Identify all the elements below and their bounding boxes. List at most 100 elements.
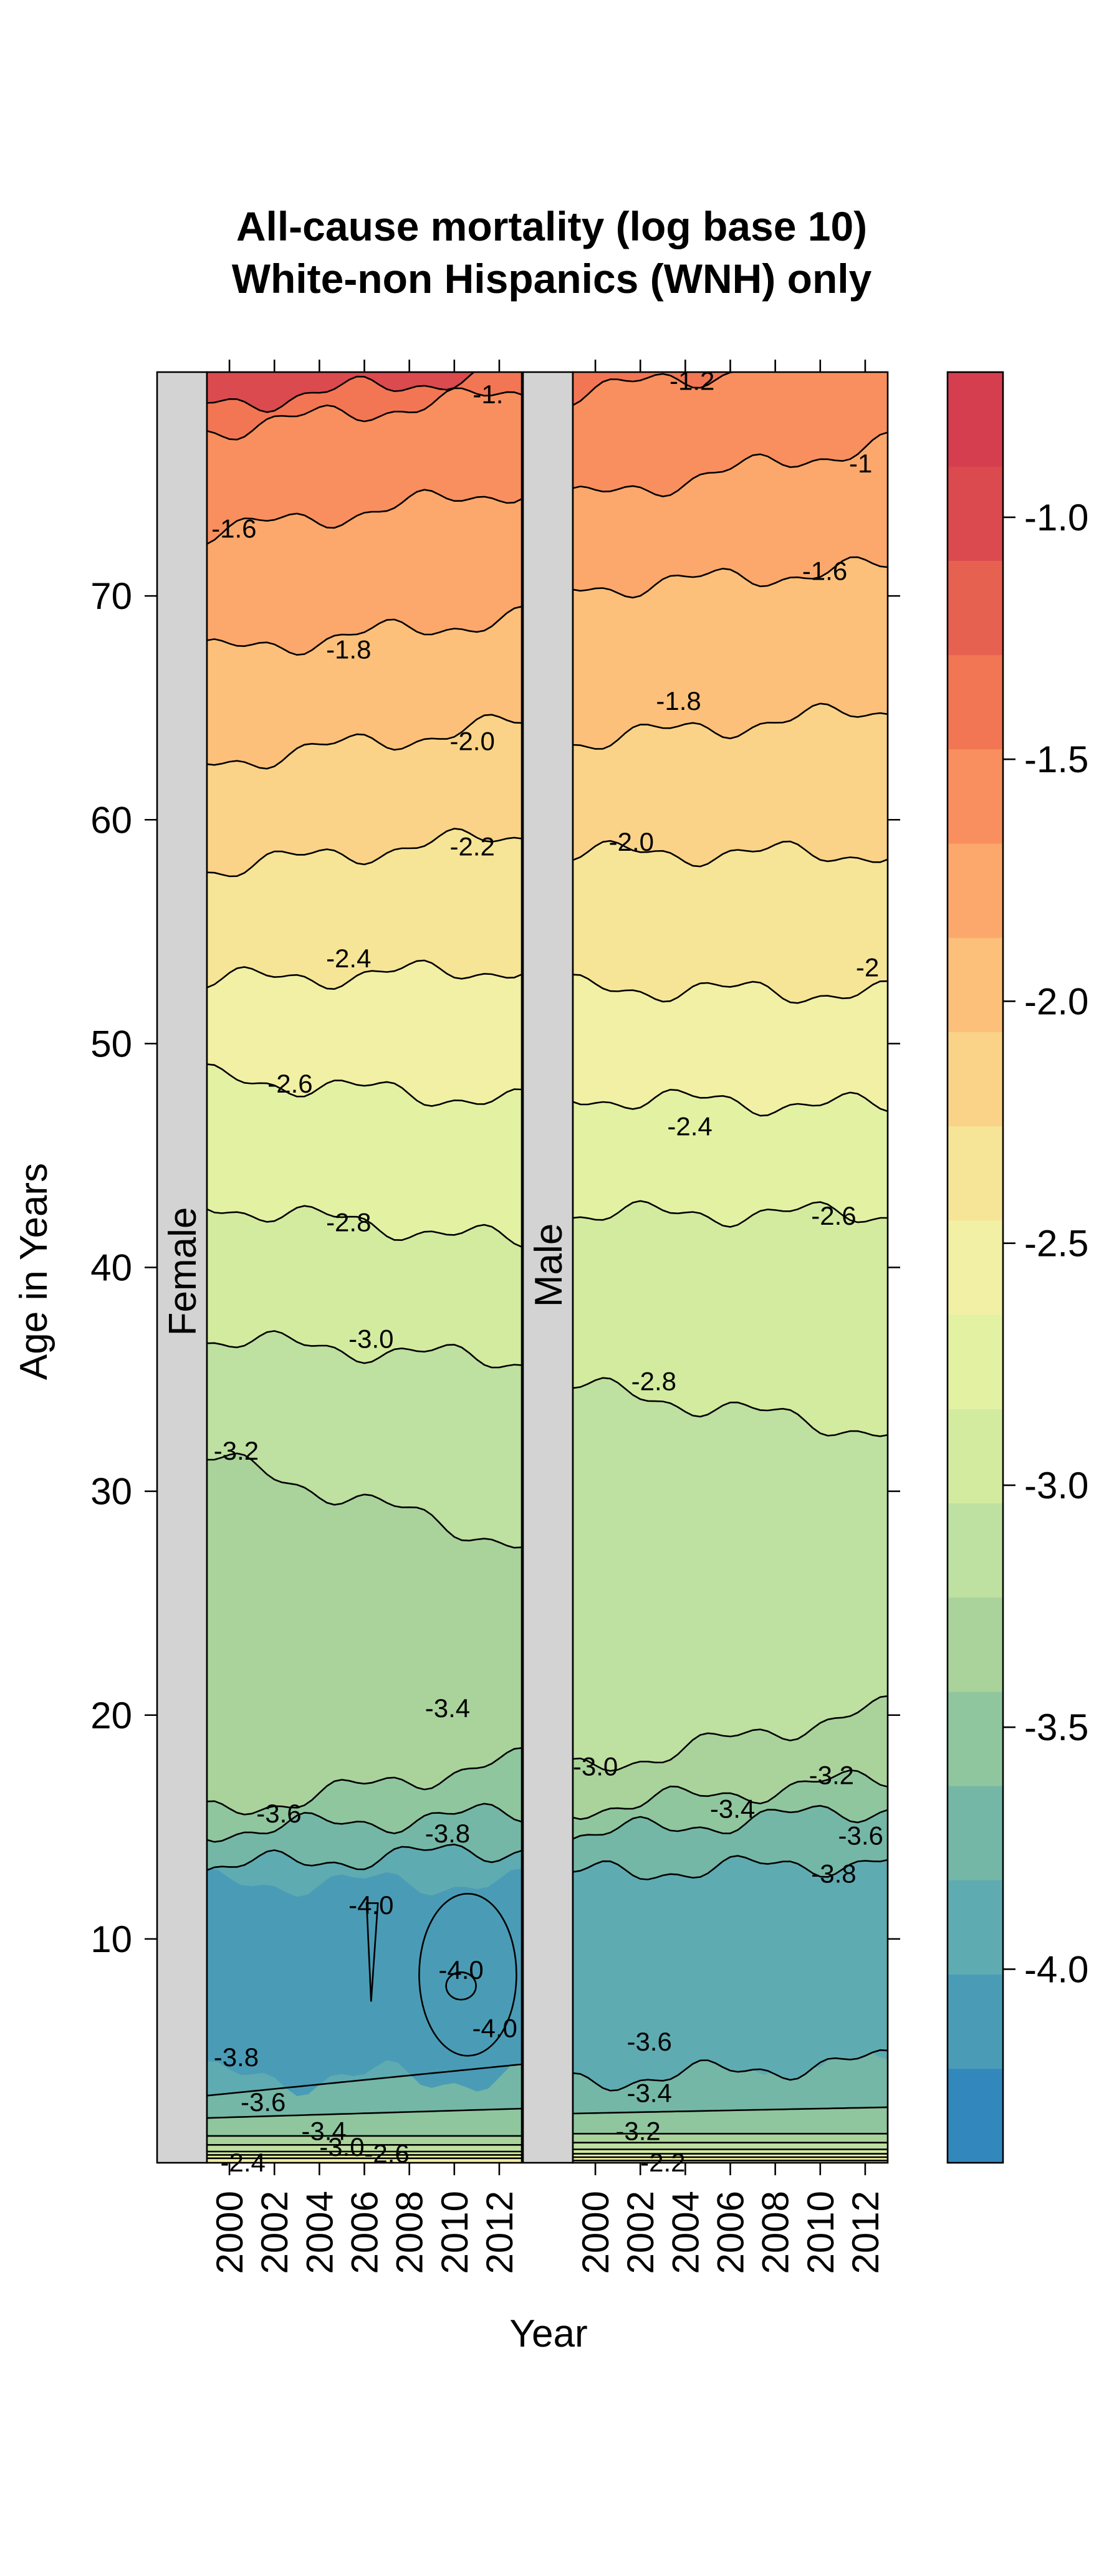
color-key-swatch [948, 1597, 1003, 1692]
color-key-swatch [948, 1974, 1003, 2069]
contour-line [573, 702, 888, 750]
contour-line [207, 372, 476, 413]
contour-line [573, 431, 888, 497]
color-key-label: -2.0 [1024, 980, 1088, 1022]
contour-label: -2.0 [609, 827, 654, 856]
strip-female [156, 371, 208, 2164]
contour-line [418, 1893, 517, 2057]
contour-label: -3.6 [256, 1799, 301, 1828]
contour-label: -3.6 [626, 2027, 671, 2056]
contour-label: -2.6 [364, 2139, 409, 2168]
contour-lines [207, 372, 522, 2160]
contour-label: -3.6 [838, 1821, 883, 1851]
contour-line [573, 1855, 888, 1880]
chart-panels: Female -1. -1.6 -1.8 -2.0 -2.2 -2.4 -2.6 -2.8 -3.… [156, 366, 900, 2177]
contour-line [573, 1200, 888, 1228]
color-key-swatch [948, 466, 1003, 561]
x-tick-label: 2006 [710, 2191, 752, 2274]
x-tick-label: 2002 [254, 2191, 295, 2274]
contour-line [365, 1902, 379, 2002]
color-key-swatch [948, 749, 1003, 844]
color-key-swatch [948, 654, 1003, 750]
y-axis: 10 20 30 40 50 60 70 [90, 575, 157, 1960]
strip-label: Male [527, 1223, 570, 1307]
contour-line [207, 1843, 522, 1871]
x-tick-label: 2008 [755, 2191, 797, 2274]
contour-line [207, 489, 522, 545]
contour-line [573, 556, 888, 599]
color-key-swatch [948, 1786, 1003, 1880]
color-key-swatch [948, 1503, 1003, 1598]
contour-label: -1. [473, 380, 503, 409]
contour-line [207, 1330, 522, 1369]
contour-line [573, 840, 888, 868]
x-tick-label: 2004 [299, 2191, 340, 2274]
contour-label: -3.0 [348, 1324, 393, 1353]
contour-label: -2.2 [449, 831, 494, 861]
color-key-swatch [948, 1032, 1003, 1127]
contour-label: -3.4 [710, 1794, 755, 1824]
contour-label: -3.4 [425, 1693, 470, 1723]
contour-line [207, 828, 522, 878]
color-key-swatch [948, 937, 1003, 1032]
color-key-swatch [948, 1126, 1003, 1221]
x-axis-label: Year [509, 2312, 587, 2355]
filled-contours [573, 372, 888, 2163]
color-key-label: -4.0 [1024, 1948, 1088, 1990]
contour-line [207, 959, 522, 990]
contour-label: -3.4 [301, 2117, 346, 2146]
y-tick-label: 30 [90, 1471, 132, 1513]
contour-line [573, 1769, 888, 1821]
color-key-label: -2.5 [1024, 1223, 1088, 1265]
y-tick-label: 10 [90, 1918, 132, 1960]
color-key-swatch [948, 2068, 1003, 2163]
contour-line [207, 605, 522, 656]
contour-label: -3.2 [809, 1761, 854, 1790]
chart-title-line-1: All-cause mortality (log base 10) [236, 203, 867, 249]
contour-label: -2 [856, 952, 879, 982]
y-tick-label: 70 [90, 575, 132, 617]
contour-line [207, 1803, 522, 1843]
chart-title-line-2: White-non Hispanics (WNH) only [232, 256, 872, 302]
color-key-swatch [948, 1880, 1003, 1975]
contour-label: -1.8 [656, 686, 701, 716]
contour-label: -3.8 [214, 2042, 259, 2072]
contour-label: -3.8 [425, 1819, 470, 1848]
contour-line [445, 1971, 477, 2001]
contour-label: -4.0 [438, 1955, 483, 1985]
contour-label: -1.6 [802, 557, 847, 586]
band-fill [207, 2158, 522, 2163]
contour-label: -2.6 [811, 1201, 856, 1230]
contour-label: -3.6 [241, 2087, 286, 2117]
contour-label: -1.6 [211, 514, 256, 543]
color-key-label: -3.5 [1024, 1707, 1088, 1748]
color-key-swatch [948, 1314, 1003, 1409]
color-key: -1.0 -1.5 -2.0 -2.5 -3.0 -3.5 -4.0 [946, 371, 1088, 2164]
contour-label: -3.0 [319, 2132, 364, 2162]
x-tick-label: 2002 [620, 2191, 661, 2274]
y-tick-label: 50 [90, 1023, 132, 1065]
contour-label: -3.2 [214, 1436, 259, 1465]
strip-label: Female [161, 1207, 204, 1336]
x-axis: 2000 2002 2004 2006 2008 2010 2012 2000 2002 2004… [209, 360, 886, 2274]
contour-line [573, 2106, 888, 2115]
color-key-label: -1.5 [1024, 739, 1088, 780]
x-tick-label: 2010 [800, 2191, 842, 2274]
contour-line [573, 1695, 888, 1772]
x-tick-label: 2012 [479, 2191, 521, 2274]
contour-line [207, 2063, 522, 2097]
contour-label: -4.0 [473, 2014, 517, 2043]
contour-label: -2.8 [326, 1208, 371, 1237]
contour-line [207, 1063, 522, 1107]
contour-line [207, 1205, 522, 1248]
contour-line [207, 2107, 522, 2119]
contour-label: -3.4 [626, 2079, 671, 2108]
x-tick-label: 2008 [389, 2191, 431, 2274]
contour-line [573, 1377, 888, 1437]
contour-line [207, 1452, 522, 1549]
contour-label: -1.2 [670, 366, 714, 395]
panel-female: Female -1. -1.6 -1.8 -2.0 -2.2 -2.4 -2.6 -2.8 -3.… [156, 371, 523, 2177]
contour-label: -3.0 [573, 1751, 618, 1781]
contour-line [573, 1088, 888, 1117]
